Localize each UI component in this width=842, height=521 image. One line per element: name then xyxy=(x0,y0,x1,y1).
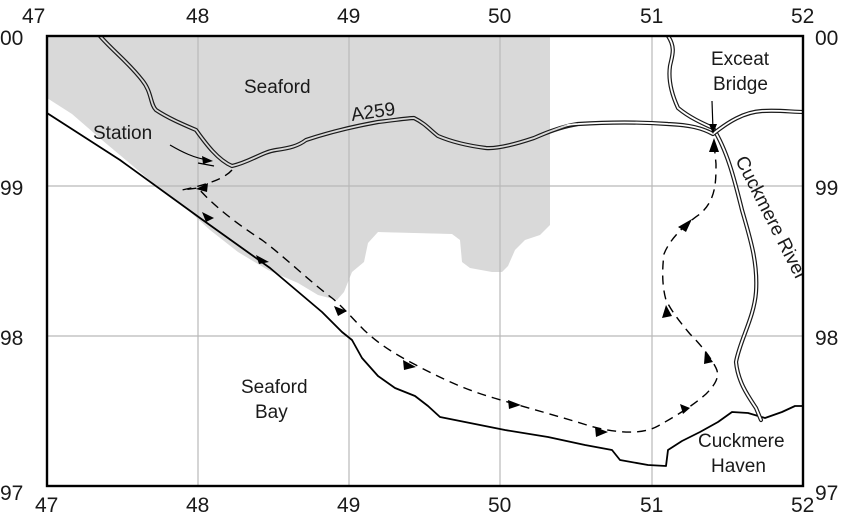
route-arrow xyxy=(196,183,208,192)
route-arrow xyxy=(403,360,416,370)
seaford-bay-label-line2: Bay xyxy=(255,402,288,423)
route-arrow xyxy=(680,404,690,414)
y-tick-left: 99 xyxy=(0,177,23,200)
route-arrows xyxy=(196,138,719,437)
y-tick-right: 00 xyxy=(815,27,838,50)
x-tick-top: 47 xyxy=(22,5,45,28)
y-tick-right: 97 xyxy=(815,482,838,505)
walking-route xyxy=(181,139,719,433)
seaford-bay-label-line1: Seaford xyxy=(241,377,308,398)
exceat-bridge-label-line1: Exceat xyxy=(711,49,770,70)
x-axis-bottom: 47 48 49 50 51 52 xyxy=(35,494,814,517)
exceat-bridge-label-line2: Bridge xyxy=(713,74,768,95)
map-frame xyxy=(45,34,805,488)
y-tick-right: 99 xyxy=(815,177,838,200)
y-tick-left: 97 xyxy=(0,482,23,505)
y-tick-left: 98 xyxy=(0,327,23,350)
route-arrow xyxy=(508,400,521,409)
x-axis-top: 47 48 49 50 51 52 xyxy=(22,5,814,28)
x-tick-top: 51 xyxy=(640,5,663,28)
y-tick-left: 00 xyxy=(0,27,23,50)
x-tick-top: 52 xyxy=(791,5,814,28)
route-arrow xyxy=(595,427,608,437)
x-tick-bottom: 47 xyxy=(35,494,58,517)
station-label: Station xyxy=(93,123,152,144)
x-tick-bottom: 48 xyxy=(186,494,209,517)
x-tick-bottom: 50 xyxy=(488,494,511,517)
seaford-town-area xyxy=(47,36,550,300)
route-arrow xyxy=(202,212,214,222)
x-tick-bottom: 49 xyxy=(337,494,360,517)
route-arrow xyxy=(704,351,713,364)
coastline xyxy=(47,112,803,467)
route-arrow xyxy=(256,255,269,264)
route-arrow xyxy=(334,306,347,316)
x-tick-top: 49 xyxy=(337,5,360,28)
cuckmere-haven-label-line1: Cuckmere xyxy=(698,431,785,452)
x-tick-top: 48 xyxy=(186,5,209,28)
station-leader xyxy=(169,144,215,167)
seaford-town-label: Seaford xyxy=(244,77,311,98)
cuckmere-river xyxy=(665,36,764,423)
exceat-leader xyxy=(709,100,717,134)
cuckmere-haven-label-line2: Haven xyxy=(711,456,766,477)
a259-road xyxy=(97,36,803,169)
y-axis-right: 00 99 98 97 xyxy=(815,27,838,505)
route-arrow xyxy=(662,305,672,318)
route-arrow xyxy=(709,138,719,152)
grid xyxy=(47,36,803,486)
y-axis-left: 00 99 98 97 xyxy=(0,27,23,505)
x-tick-bottom: 51 xyxy=(640,494,663,517)
x-tick-bottom: 52 xyxy=(791,494,814,517)
route-arrow xyxy=(678,219,692,232)
y-tick-right: 98 xyxy=(815,327,838,350)
x-tick-top: 50 xyxy=(488,5,511,28)
